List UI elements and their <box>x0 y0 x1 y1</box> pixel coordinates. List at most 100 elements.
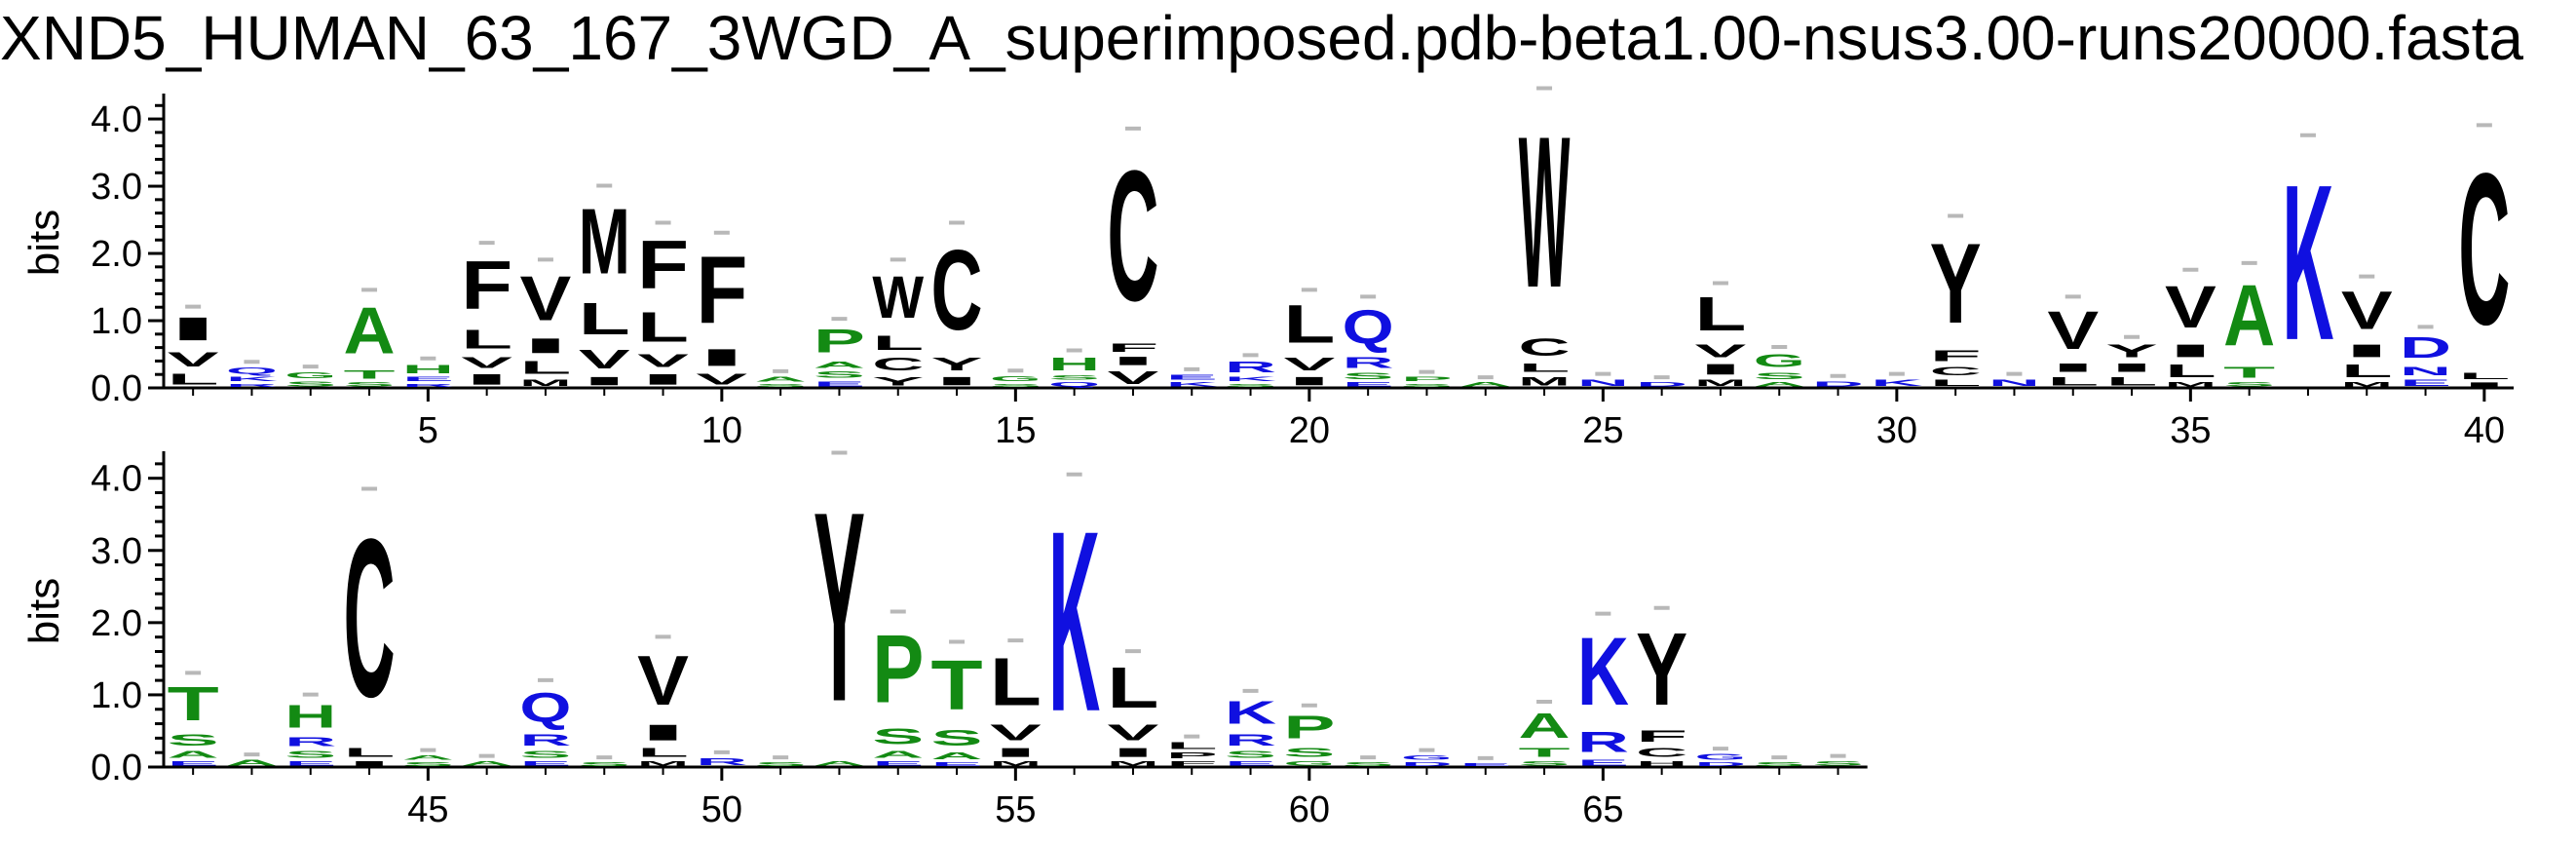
logo-letter-S: S <box>1225 749 1276 760</box>
logo-letter-W: W <box>1519 93 1571 333</box>
logo-letter-A: A <box>1519 707 1571 746</box>
logo-letter-F: F <box>1107 341 1158 355</box>
logo-letter-V: V <box>2341 281 2393 341</box>
logo-letter-A: A <box>226 758 278 767</box>
logo-letter-D: D <box>1694 761 1746 767</box>
logo-stack-14: IYC <box>931 220 983 388</box>
y-tick-label: 1.0 <box>91 301 142 342</box>
logo-letter-C: C <box>1636 746 1687 760</box>
logo-letter-S: S <box>872 724 924 749</box>
logo-stack-10: VIF <box>696 230 747 388</box>
logo-letter-S: S <box>1343 761 1394 767</box>
logo-stack-56: K <box>1048 472 1100 766</box>
logo-letter-A: A <box>2223 267 2275 364</box>
logo-letter-L: L <box>637 746 689 760</box>
logo-letter-S: S <box>579 761 630 767</box>
logo-letter-L: L <box>2165 362 2216 382</box>
logo-letter-I: I <box>168 311 219 348</box>
logo-letter-C: C <box>1519 334 1571 362</box>
logo-letter-I: I <box>1107 746 1158 760</box>
logo-letter-I: I <box>1694 361 1746 377</box>
logo-stack-37: K <box>2282 133 2333 386</box>
logo-letter-M: M <box>2341 381 2393 388</box>
logo-letter-Y: Y <box>814 456 865 758</box>
y-tick-label: 0.0 <box>91 748 142 788</box>
logo-letter-V: V <box>2047 301 2099 362</box>
y-tick-label: 3.0 <box>91 167 142 208</box>
logo-letter-F: F <box>1166 760 1218 767</box>
logo-letter-M: M <box>990 760 1042 767</box>
logo-letter-T: T <box>2223 365 2275 381</box>
logo-letter-L: L <box>1283 294 1335 355</box>
logo-letter-S: S <box>402 761 454 767</box>
logo-letter-T: T <box>931 645 983 725</box>
logo-stack-61: S <box>1343 755 1394 767</box>
y-axis-label: bits <box>20 210 68 276</box>
logo-letter-R: R <box>696 756 747 767</box>
logo-letter-Q: Q <box>1343 300 1394 354</box>
logo-letter-R: R <box>1225 360 1276 376</box>
logo-letter-H: H <box>1048 355 1100 374</box>
logo-letter-E: E <box>284 760 336 767</box>
logo-letter-K: K <box>1577 618 1629 725</box>
logo-letter-I: I <box>2458 381 2510 388</box>
logo-letter-P: P <box>1283 710 1335 746</box>
logo-stack-15: SG <box>990 368 1042 388</box>
logo-letter-L: L <box>519 358 571 378</box>
logo-letter-R: R <box>226 383 278 388</box>
logo-stack-52: AY <box>814 450 865 767</box>
logo-letter-S: S <box>519 749 571 760</box>
logo-letter-L: L <box>2047 374 2099 388</box>
logo-letter-M: M <box>637 760 689 767</box>
chart-title: XND5_HUMAN_63_167_3WGD_A_superimposed.pd… <box>0 3 2523 73</box>
logo-letter-S: S <box>168 731 219 749</box>
logo-letter-L: L <box>990 644 1042 720</box>
logo-letter-Q: Q <box>1048 381 1100 388</box>
logo-letter-Q: Q <box>519 684 571 731</box>
logo-letter-K: K <box>1166 381 1219 388</box>
logo-letter-F: F <box>637 226 689 304</box>
logo-letter-V: V <box>2165 274 2216 341</box>
logo-letter-L: L <box>1694 287 1746 340</box>
logo-letter-C: C <box>1107 132 1158 340</box>
logo-letter-S: S <box>1519 760 1571 767</box>
logo-letter-G: G <box>1401 754 1453 761</box>
logo-letter-G: G <box>1283 760 1335 767</box>
logo-letter-E: E <box>814 380 865 388</box>
x-tick-label: 60 <box>1289 789 1330 830</box>
logo-letter-K: K <box>1048 478 1100 766</box>
logo-letter-A: A <box>931 750 983 761</box>
logo-stack-42: A <box>226 752 278 767</box>
logo-stack-18: KE <box>1166 366 1219 388</box>
logo-stack-67: DG <box>1694 747 1746 767</box>
logo-letter-I: I <box>519 334 571 358</box>
logo-letter-V: V <box>990 720 1042 746</box>
logo-letter-S: S <box>1754 371 1805 381</box>
logo-letter-L: L <box>1930 378 1982 388</box>
logo-stack-22: SP <box>1401 369 1453 388</box>
x-tick-label: 35 <box>2170 410 2211 451</box>
logo-letter-Y: Y <box>1636 611 1687 727</box>
logo-letter-A: A <box>402 754 454 761</box>
logo-letter-H: H <box>1636 760 1687 767</box>
y-tick-label: 4.0 <box>91 99 142 140</box>
logo-letter-H: H <box>284 699 336 735</box>
logo-stack-33: LIV <box>2047 294 2100 388</box>
x-tick-label: 45 <box>407 789 448 830</box>
logo-letter-P: P <box>814 323 865 360</box>
logo-letter-I: I <box>637 371 689 388</box>
logo-letter-L: L <box>461 324 512 354</box>
